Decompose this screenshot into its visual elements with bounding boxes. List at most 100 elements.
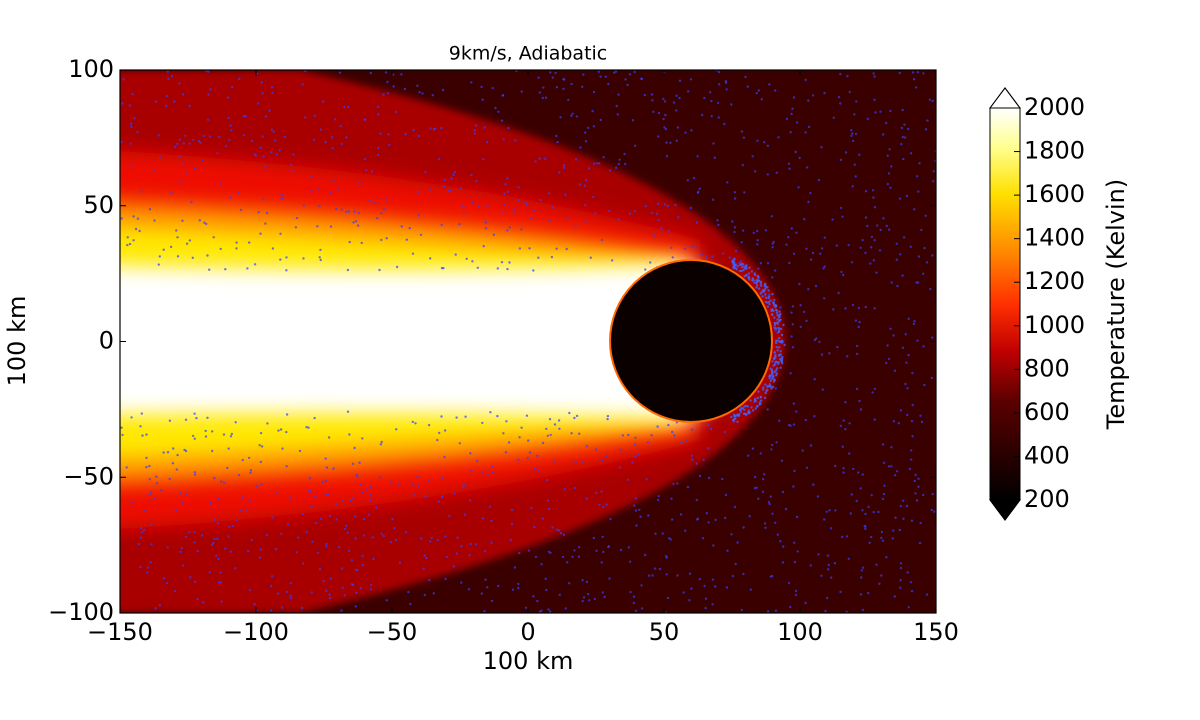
particle: [665, 141, 668, 144]
particle: [295, 551, 298, 554]
x-tick-label: −100: [223, 618, 289, 646]
colorbar-tick-label: 400: [1024, 441, 1070, 469]
particle: [230, 129, 233, 132]
particle: [264, 222, 267, 225]
particle: [917, 255, 921, 258]
particle: [395, 265, 399, 269]
particle: [582, 73, 585, 76]
particle: [394, 538, 398, 542]
particle: [839, 206, 843, 210]
particle: [872, 72, 875, 75]
particle: [301, 606, 304, 610]
particle: [698, 474, 702, 478]
particle: [774, 339, 778, 343]
particle: [870, 246, 873, 249]
particle: [512, 208, 515, 211]
particle: [766, 408, 769, 411]
particle: [804, 78, 807, 82]
particle: [179, 550, 182, 554]
particle: [895, 258, 898, 261]
particle: [777, 136, 780, 139]
particle: [408, 226, 411, 230]
particle: [730, 533, 733, 536]
particle: [643, 93, 646, 97]
particle: [481, 98, 484, 101]
particle: [565, 247, 568, 251]
particle: [666, 596, 670, 600]
colorbar-label: Temperature (Kelvin): [1102, 179, 1130, 430]
body: [609, 259, 773, 423]
particle: [881, 443, 885, 446]
particle: [182, 564, 185, 567]
particle: [564, 193, 567, 196]
particle: [884, 121, 888, 125]
particle: [686, 485, 690, 489]
particle: [670, 518, 674, 521]
particle: [875, 563, 878, 566]
particle: [297, 536, 300, 539]
particle: [157, 263, 160, 266]
particle: [305, 425, 308, 429]
particle: [776, 318, 779, 321]
particle: [707, 447, 710, 450]
particle: [551, 76, 554, 79]
particle: [675, 94, 678, 97]
particle: [425, 556, 428, 560]
particle: [373, 201, 377, 205]
particle: [761, 295, 764, 298]
particle: [146, 566, 150, 569]
particle: [846, 74, 849, 78]
particle: [873, 307, 876, 310]
particle: [717, 116, 720, 119]
particle: [131, 93, 134, 96]
particle: [520, 90, 523, 93]
particle: [533, 525, 536, 529]
particle: [440, 415, 443, 418]
particle: [626, 83, 629, 87]
particle: [150, 543, 153, 546]
particle: [850, 129, 853, 132]
particle: [604, 455, 607, 458]
particle: [858, 153, 861, 156]
particle: [253, 153, 257, 156]
particle: [594, 448, 598, 451]
particle: [343, 594, 346, 597]
particle: [356, 224, 360, 227]
particle: [873, 387, 876, 391]
particle: [836, 345, 839, 349]
particle: [772, 374, 775, 378]
particle: [778, 419, 781, 422]
particle: [382, 93, 385, 96]
particle: [525, 606, 528, 609]
particle: [724, 81, 728, 85]
particle: [196, 598, 199, 601]
particle: [465, 257, 468, 260]
particle: [281, 447, 284, 450]
particle: [198, 219, 201, 222]
particle: [662, 117, 665, 121]
particle: [158, 604, 162, 607]
particle: [820, 247, 824, 250]
particle: [654, 532, 657, 535]
particle: [310, 190, 313, 193]
particle: [842, 471, 845, 474]
particle: [504, 451, 508, 454]
particle: [911, 435, 914, 438]
particle: [579, 146, 582, 149]
x-axis-label: 100 km: [483, 647, 574, 675]
particle: [583, 184, 587, 187]
particle: [633, 210, 636, 213]
particle: [202, 601, 205, 604]
particle: [305, 530, 308, 534]
particle: [887, 357, 891, 361]
particle: [740, 608, 743, 612]
particle: [120, 426, 123, 429]
particle: [230, 432, 233, 436]
particle: [259, 232, 262, 235]
particle: [748, 266, 751, 269]
particle: [182, 142, 185, 145]
particle: [148, 493, 151, 497]
particle: [229, 550, 233, 553]
particle: [769, 299, 772, 302]
particle: [608, 169, 612, 172]
